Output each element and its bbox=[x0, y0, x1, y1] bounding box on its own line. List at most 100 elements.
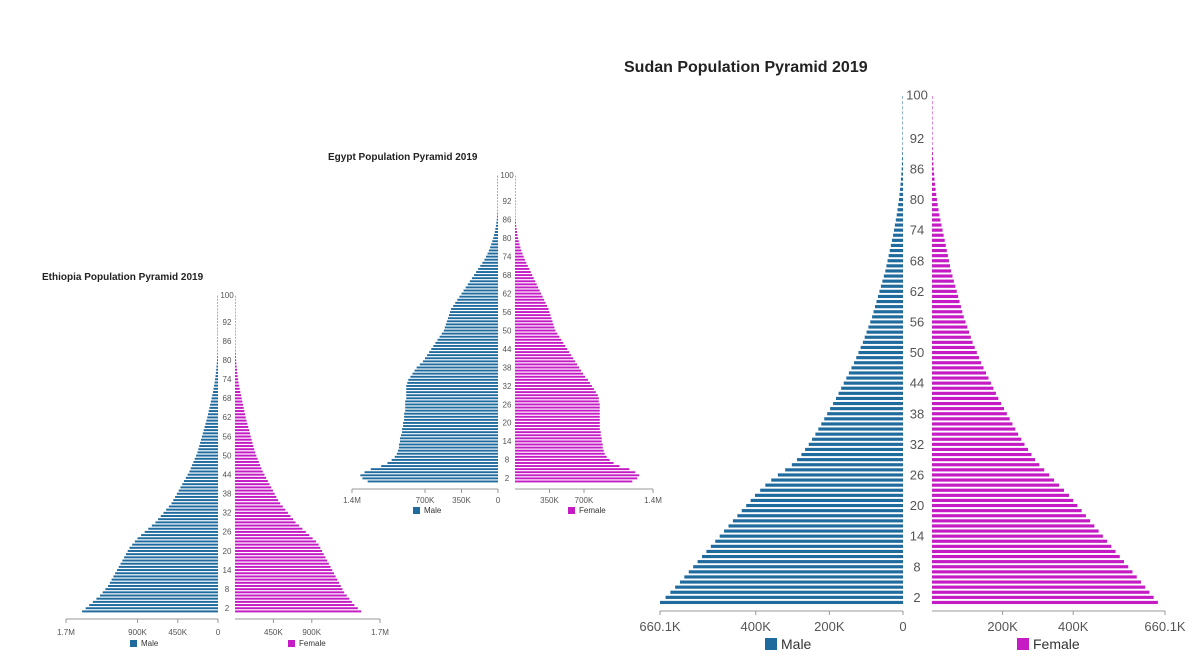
male-bar-age-74[interactable] bbox=[215, 378, 218, 381]
female-bar-age-92[interactable] bbox=[932, 136, 933, 140]
male-bar-age-28[interactable] bbox=[151, 524, 218, 527]
male-bar-age-76[interactable] bbox=[215, 371, 218, 374]
male-bar-age-81[interactable] bbox=[217, 356, 218, 358]
male-bar-age-79[interactable] bbox=[492, 240, 498, 243]
male-bar-age-97[interactable] bbox=[497, 184, 499, 187]
male-bar-age-53[interactable] bbox=[446, 320, 498, 323]
female-bar-age-38[interactable] bbox=[515, 366, 580, 369]
female-bar-age-58[interactable] bbox=[235, 429, 250, 432]
female-bar-age-67[interactable] bbox=[235, 400, 243, 403]
male-bar-age-19[interactable] bbox=[125, 553, 218, 556]
male-bar-age-7[interactable] bbox=[102, 591, 218, 594]
female-bar-age-60[interactable] bbox=[235, 422, 248, 425]
male-bar-age-67[interactable] bbox=[471, 277, 498, 280]
male-bar-age-89[interactable] bbox=[902, 152, 903, 156]
female-bar-age-16[interactable] bbox=[235, 562, 329, 565]
male-bar-age-37[interactable] bbox=[414, 369, 498, 372]
female-bar-age-91[interactable] bbox=[932, 141, 933, 146]
female-bar-age-79[interactable] bbox=[515, 240, 519, 243]
male-bar-age-95[interactable] bbox=[497, 190, 499, 193]
male-bar-age-39[interactable] bbox=[178, 489, 218, 492]
male-bar-age-33[interactable] bbox=[812, 437, 903, 441]
male-bar-age-94[interactable] bbox=[902, 126, 904, 130]
male-bar-age-74[interactable] bbox=[893, 228, 903, 232]
female-bar-age-59[interactable] bbox=[515, 301, 546, 304]
legend-female-label[interactable]: Female bbox=[1033, 636, 1080, 652]
male-bar-age-25[interactable] bbox=[771, 478, 903, 482]
male-bar-age-27[interactable] bbox=[148, 527, 218, 530]
male-bar-age-92[interactable] bbox=[217, 321, 219, 324]
male-bar-age-24[interactable] bbox=[137, 537, 218, 540]
female-bar-age-57[interactable] bbox=[235, 432, 250, 435]
female-bar-age-31[interactable] bbox=[515, 388, 594, 391]
female-bar-age-4[interactable] bbox=[515, 471, 636, 474]
female-bar-age-83[interactable] bbox=[515, 227, 517, 230]
female-bar-age-93[interactable] bbox=[235, 317, 236, 320]
male-bar-age-78[interactable] bbox=[897, 208, 903, 212]
female-bar-age-3[interactable] bbox=[932, 590, 1150, 594]
female-bar-age-24[interactable] bbox=[515, 409, 600, 412]
female-bar-age-71[interactable] bbox=[515, 264, 528, 267]
male-bar-age-25[interactable] bbox=[405, 406, 498, 409]
male-bar-age-3[interactable] bbox=[89, 604, 218, 607]
female-bar-age-67[interactable] bbox=[932, 264, 951, 268]
male-bar-age-41[interactable] bbox=[182, 483, 218, 486]
female-bar-age-100[interactable] bbox=[932, 95, 933, 100]
female-bar-age-30[interactable] bbox=[932, 452, 1032, 457]
female-bar-age-69[interactable] bbox=[235, 394, 241, 397]
male-bar-age-98[interactable] bbox=[497, 181, 499, 184]
male-bar-age-20[interactable] bbox=[127, 550, 218, 552]
female-bar-age-40[interactable] bbox=[515, 360, 576, 363]
female-bar-age-36[interactable] bbox=[235, 499, 279, 502]
female-bar-age-1[interactable] bbox=[235, 610, 362, 613]
male-bar-age-60[interactable] bbox=[457, 298, 498, 301]
male-bar-age-72[interactable] bbox=[214, 384, 218, 387]
female-bar-age-5[interactable] bbox=[932, 580, 1141, 584]
male-bar-age-4[interactable] bbox=[92, 600, 218, 603]
female-bar-age-65[interactable] bbox=[515, 283, 537, 286]
female-bar-age-55[interactable] bbox=[932, 325, 968, 329]
male-bar-age-95[interactable] bbox=[217, 311, 219, 314]
male-bar-age-51[interactable] bbox=[197, 451, 218, 454]
female-bar-age-100[interactable] bbox=[515, 175, 516, 178]
female-bar-age-42[interactable] bbox=[235, 480, 268, 483]
female-bar-age-37[interactable] bbox=[515, 369, 582, 372]
male-bar-age-51[interactable] bbox=[860, 345, 903, 350]
female-bar-age-17[interactable] bbox=[515, 431, 601, 434]
male-bar-age-82[interactable] bbox=[217, 352, 218, 355]
male-bar-age-99[interactable] bbox=[497, 178, 499, 181]
male-bar-age-7[interactable] bbox=[387, 462, 498, 464]
female-bar-age-5[interactable] bbox=[515, 468, 630, 471]
male-bar-age-40[interactable] bbox=[422, 360, 498, 363]
female-bar-age-25[interactable] bbox=[515, 406, 600, 409]
female-bar-age-46[interactable] bbox=[515, 341, 564, 344]
male-bar-age-100[interactable] bbox=[217, 295, 219, 298]
male-bar-age-18[interactable] bbox=[737, 514, 903, 518]
male-bar-age-11[interactable] bbox=[397, 449, 498, 452]
female-bar-age-28[interactable] bbox=[235, 524, 299, 527]
male-bar-age-75[interactable] bbox=[487, 252, 498, 255]
female-bar-age-62[interactable] bbox=[235, 416, 246, 419]
male-bar-age-16[interactable] bbox=[120, 562, 218, 565]
male-bar-age-100[interactable] bbox=[902, 95, 904, 100]
male-bar-age-53[interactable] bbox=[864, 335, 903, 339]
male-bar-age-26[interactable] bbox=[777, 473, 903, 477]
female-bar-age-76[interactable] bbox=[515, 249, 522, 252]
male-bar-age-96[interactable] bbox=[217, 308, 219, 311]
male-bar-age-40[interactable] bbox=[833, 401, 903, 406]
female-bar-age-80[interactable] bbox=[932, 197, 937, 202]
female-bar-age-66[interactable] bbox=[515, 280, 536, 283]
female-bar-age-6[interactable] bbox=[235, 594, 347, 597]
male-bar-age-8[interactable] bbox=[391, 458, 498, 461]
male-bar-age-52[interactable] bbox=[445, 323, 498, 326]
female-bar-age-21[interactable] bbox=[235, 546, 321, 549]
male-bar-age-56[interactable] bbox=[870, 320, 903, 324]
female-bar-age-66[interactable] bbox=[932, 269, 952, 273]
female-bar-age-93[interactable] bbox=[932, 131, 933, 135]
female-bar-age-58[interactable] bbox=[932, 310, 963, 314]
male-bar-age-49[interactable] bbox=[194, 457, 218, 460]
male-bar-age-8[interactable] bbox=[693, 565, 903, 569]
male-bar-age-35[interactable] bbox=[410, 375, 498, 378]
female-bar-age-58[interactable] bbox=[515, 304, 548, 307]
male-bar-age-53[interactable] bbox=[199, 445, 218, 448]
